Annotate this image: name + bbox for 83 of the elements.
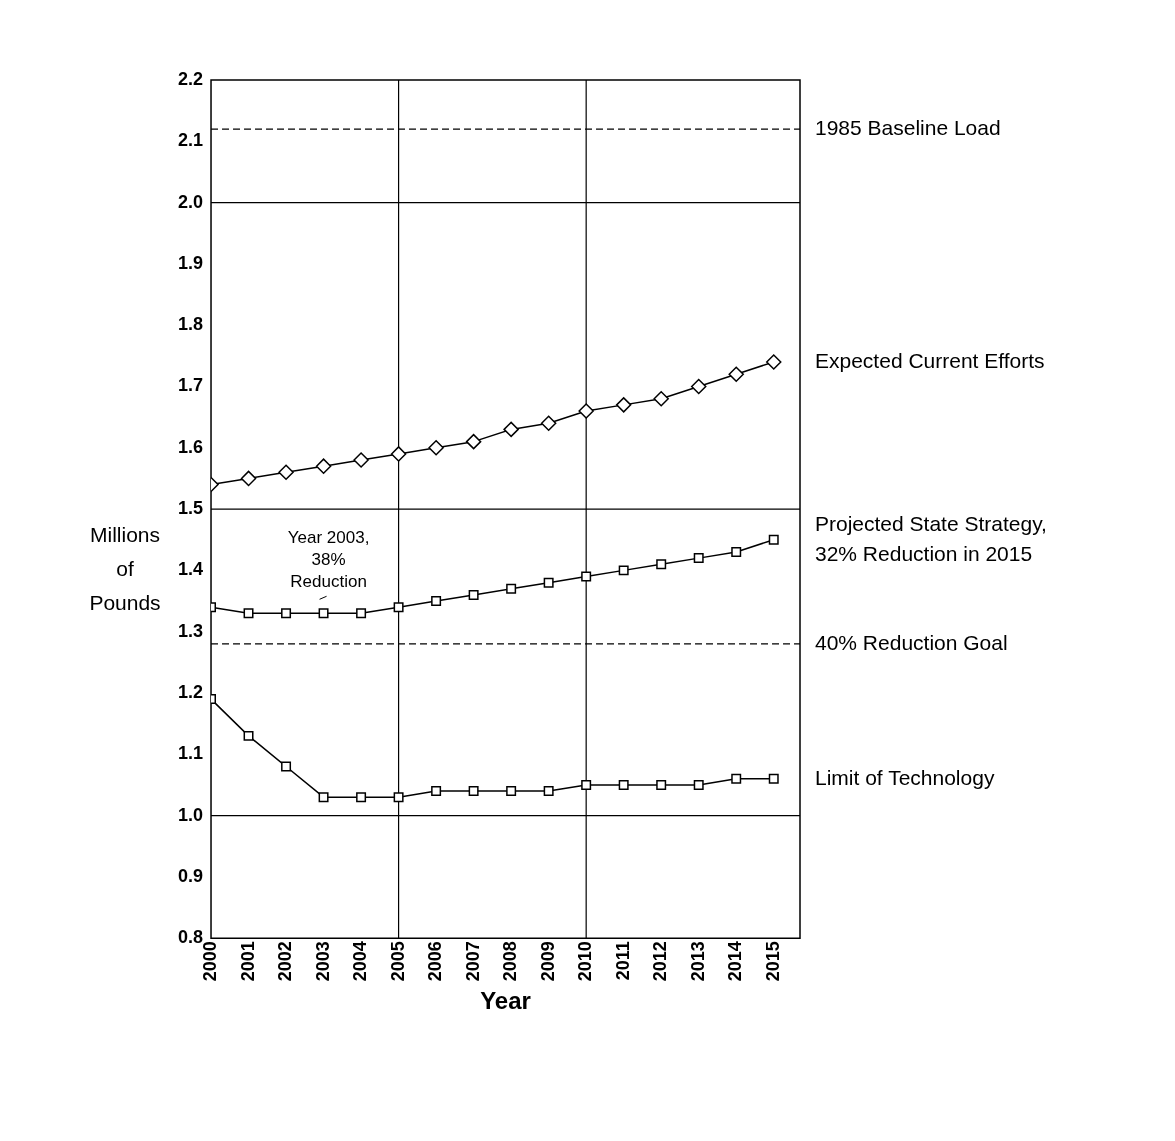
point (465, 433, 482, 450)
y-tick-label: 1.3 (177, 620, 204, 641)
y-tick-label: 1.6 (177, 436, 204, 457)
point (281, 761, 292, 772)
point (543, 786, 554, 797)
point (243, 730, 254, 741)
point (278, 464, 294, 481)
x-tick-label: 2003 (312, 941, 333, 982)
x-tick-label: 2002 (275, 941, 296, 982)
annotation: Year 2003, 38% Reduction (287, 527, 370, 591)
point (693, 779, 704, 790)
point (428, 440, 444, 456)
point (468, 786, 479, 797)
y-tick-label: 2.2 (177, 68, 204, 89)
point (731, 773, 742, 784)
point (393, 602, 404, 613)
y-tick-label: 1.4 (177, 559, 204, 580)
point (431, 786, 442, 797)
point (768, 534, 779, 545)
point (543, 577, 554, 588)
x-tick-label: 2004 (350, 941, 371, 982)
point (318, 608, 329, 619)
point (431, 596, 442, 607)
point (728, 366, 744, 382)
point (615, 397, 632, 413)
ref-line-label: 40% Reduction Goal (815, 630, 1008, 654)
point (656, 559, 667, 570)
point (468, 589, 479, 600)
point (581, 571, 592, 582)
point (318, 792, 329, 803)
x-axis-title: Year (480, 987, 531, 1015)
point (765, 354, 782, 370)
point (393, 792, 404, 803)
x-tick-label: 2012 (650, 941, 671, 982)
y-tick-label: 1.1 (177, 743, 204, 764)
x-tick-label: 2007 (462, 941, 483, 982)
point (618, 565, 629, 576)
x-tick-label: 2008 (500, 941, 521, 982)
x-tick-label: 2010 (575, 941, 596, 982)
point (356, 608, 367, 619)
point (693, 553, 704, 564)
point (353, 452, 369, 468)
y-tick-label: 1.7 (177, 375, 204, 396)
point (390, 446, 407, 462)
y-tick-label: 1.2 (177, 681, 204, 702)
x-tick-label: 2006 (425, 941, 446, 982)
point (540, 415, 557, 432)
x-tick-label: 2014 (725, 941, 746, 982)
point (731, 546, 742, 557)
series-label: Projected State Strategy, 32% Reduction in 2015 (815, 511, 1047, 565)
point (581, 779, 592, 790)
series-label: Expected Current Efforts (815, 348, 1045, 372)
point (315, 458, 332, 474)
point (503, 421, 519, 438)
y-tick-label: 0.9 (177, 865, 204, 886)
x-tick-label: 2009 (537, 941, 558, 982)
point (690, 378, 707, 395)
y-tick-label: 1.8 (177, 314, 204, 335)
series-label: Limit of Technology (815, 765, 995, 789)
x-tick-label: 2005 (387, 941, 408, 982)
point (653, 390, 669, 407)
point (506, 583, 517, 594)
y-tick-label: 1.0 (177, 804, 204, 825)
x-tick-label: 2011 (612, 941, 633, 981)
ref-line-label: 1985 Baseline Load (815, 115, 1001, 139)
y-tick-label: 1.9 (177, 252, 204, 273)
y-tick-label: 1.5 (177, 498, 204, 519)
point (768, 773, 779, 784)
point (578, 403, 594, 419)
point (243, 608, 254, 619)
point (281, 608, 292, 619)
y-tick-label: 2.0 (177, 191, 204, 212)
x-tick-label: 2001 (237, 941, 258, 982)
y-tick-label: 2.1 (177, 130, 204, 151)
y-tick-label: 0.8 (177, 927, 204, 948)
point (356, 792, 367, 803)
point (240, 470, 257, 487)
point (656, 779, 667, 790)
y-axis-title: Millions of Pounds (89, 523, 161, 615)
point (506, 786, 517, 797)
x-tick-label: 2015 (762, 941, 783, 982)
x-tick-label: 2013 (687, 941, 708, 982)
point (618, 779, 629, 790)
